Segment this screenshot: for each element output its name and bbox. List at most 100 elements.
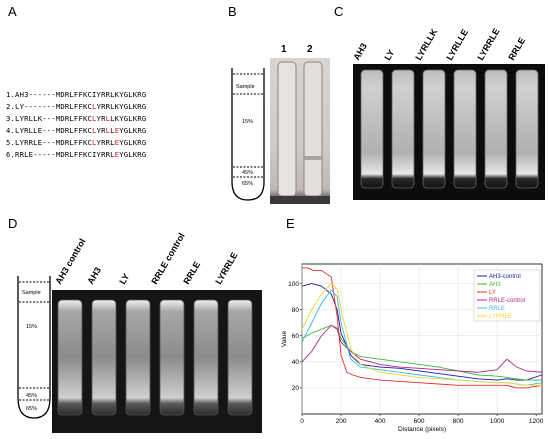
panel-c-tube — [391, 69, 415, 189]
sequence-row-2: 2.LY-------MDRLFFKCLYRRLKYGLKRG — [6, 102, 146, 111]
x-tick-label: 200 — [336, 418, 347, 425]
mutated-residue: E — [114, 138, 120, 147]
gradient-45-label-d: 45% — [26, 393, 38, 399]
y-tick-label: 100 — [288, 281, 299, 288]
residue-run: MDRLFFKCIYRRLKYGLKRG — [55, 90, 147, 99]
panel-c-tube — [422, 69, 446, 189]
residue-run: YGLKRG — [119, 126, 147, 135]
y-tick-label: 80 — [292, 307, 300, 314]
panel-d-label-1: AH3 control — [53, 236, 88, 286]
mutated-residue: L — [92, 126, 97, 135]
x-tick-label: 600 — [414, 418, 425, 425]
x-tick-label: 1000 — [490, 418, 505, 425]
sequence-prefix: 2.LY------- — [6, 102, 56, 111]
panel-d-label-3: LY — [117, 271, 132, 286]
panel-c-label-4: LYRLLE — [444, 27, 471, 62]
sequence-row-3: 3.LYRLLK---MDRLFFKCLYRLLKYGLKRG — [6, 114, 146, 123]
panel-letter-a: A — [8, 4, 17, 19]
panel-d-label-2: AH3 — [85, 265, 104, 286]
series-line-ah3-control — [301, 283, 543, 381]
panel-c-label-3: LYRLLK — [413, 26, 440, 63]
tube-photo-d — [52, 290, 262, 433]
gradient-15-label-d: 15% — [26, 324, 38, 330]
legend-box — [473, 269, 541, 322]
mutated-residue: E — [114, 150, 120, 159]
panel-d-label-6: LYRRLE — [213, 250, 240, 286]
panel-letter-d: D — [8, 216, 18, 231]
legend-label: RRLE-control — [489, 298, 525, 304]
residue-run: YGLKRG — [119, 150, 147, 159]
gradient-45-label: 45% — [242, 170, 254, 176]
sequence-prefix: 5.LYRRLE--- — [6, 138, 56, 147]
residue-run: YGLKRG — [119, 138, 147, 147]
mutated-residue: L — [92, 138, 97, 147]
gradient-diagram-b — [231, 68, 265, 201]
panel-c-label-5: LYRRLE — [475, 26, 502, 62]
tube-photo-c — [353, 64, 545, 200]
density-profile-chart: 0 200 400 600 800 1000 1200 20 40 60 80 100 Distance… — [281, 263, 544, 433]
y-tick-label: 20 — [292, 385, 300, 392]
residue-run: YRRLKYGLKRG — [96, 102, 147, 111]
y-tick-label: 40 — [292, 359, 300, 366]
panel-d-tube — [227, 299, 253, 416]
panel-c-tube — [360, 69, 384, 189]
gradient-65-label-d: 65% — [26, 406, 38, 412]
residue-run: MDRLFFKC — [55, 114, 93, 123]
series-line-ly — [302, 267, 543, 389]
mutated-residue: E — [114, 126, 120, 135]
panel-d-label-5: RRLE — [181, 259, 203, 286]
gradient-sample-label: Sample — [236, 84, 255, 90]
sequence-prefix: 4.LYRLLE--- — [6, 126, 56, 135]
series-line-rrle-control — [301, 324, 543, 373]
gradient-diagram-d — [17, 276, 51, 419]
y-tick-label: 60 — [292, 333, 300, 340]
residue-run: MDRLFFKC — [55, 138, 93, 147]
panel-c-label-2: LY — [382, 47, 397, 62]
legend-label: AH3-control — [489, 274, 521, 280]
panel-c-label-1: AH3 — [351, 41, 370, 62]
sequence-prefix: 1.AH3------ — [6, 90, 56, 99]
sequence-prefix: 3.LYRLLK--- — [6, 114, 56, 123]
sequence-prefix: 6.RRLE----- — [6, 150, 56, 159]
residue-run: MDRLFFKC — [55, 126, 93, 135]
panel-d-tube — [159, 299, 185, 416]
residue-run: MDRLFFKCIYRRL — [55, 150, 115, 159]
gradient-sample-label-d: Sample — [22, 290, 41, 296]
series-line-lyrrle — [301, 282, 542, 386]
panel-d-tube — [193, 299, 219, 416]
mutated-residue: L — [92, 102, 97, 111]
residue-run: YRRL — [96, 138, 115, 147]
legend-label: LYRRLE — [489, 314, 512, 320]
panel-d-label-4: RRLE control — [149, 231, 187, 286]
residue-run: MDRLFFKC — [55, 102, 93, 111]
sequence-row-5: 5.LYRRLE---MDRLFFKCLYRRLEYGLKRG — [6, 138, 146, 147]
tube-photo-b — [270, 58, 330, 204]
residue-run: YR — [96, 126, 106, 135]
residue-run: LKYGLKRG — [110, 114, 147, 123]
x-axis-label: Distance (pixels) — [398, 426, 446, 433]
panel-c-tube — [484, 69, 508, 189]
panel-letter-c: C — [334, 4, 344, 19]
x-tick-label: 1200 — [529, 418, 544, 425]
mutated-residue: L — [92, 114, 97, 123]
panel-d-tube — [57, 299, 83, 416]
panel-c-tube — [515, 69, 539, 189]
y-axis-label: Value — [281, 331, 288, 348]
x-tick-label: 0 — [300, 418, 304, 425]
x-tick-label: 400 — [375, 418, 386, 425]
sequence-row-6: 6.RRLE-----MDRLFFKCIYRRLEYGLKRG — [6, 150, 146, 159]
panel-c-tube — [453, 69, 477, 189]
panel-letter-b: B — [228, 4, 237, 19]
legend-label: LY — [489, 290, 496, 296]
tube-2-label: 2 — [307, 44, 313, 55]
panel-letter-e: E — [286, 216, 295, 231]
gradient-15-label: 15% — [242, 119, 254, 125]
panel-d-tube — [125, 299, 151, 416]
residue-run: L — [110, 126, 115, 135]
mutated-residue: L — [105, 126, 111, 135]
residue-run: YR — [96, 114, 106, 123]
sequence-row-1: 1.AH3------MDRLFFKCIYRRLKYGLKRG — [6, 90, 146, 99]
legend-label: AH3 — [489, 282, 501, 288]
mutated-residue: L — [105, 114, 111, 123]
sequence-row-4: 4.LYRLLE---MDRLFFKCLYRLLEYGLKRG — [6, 126, 146, 135]
